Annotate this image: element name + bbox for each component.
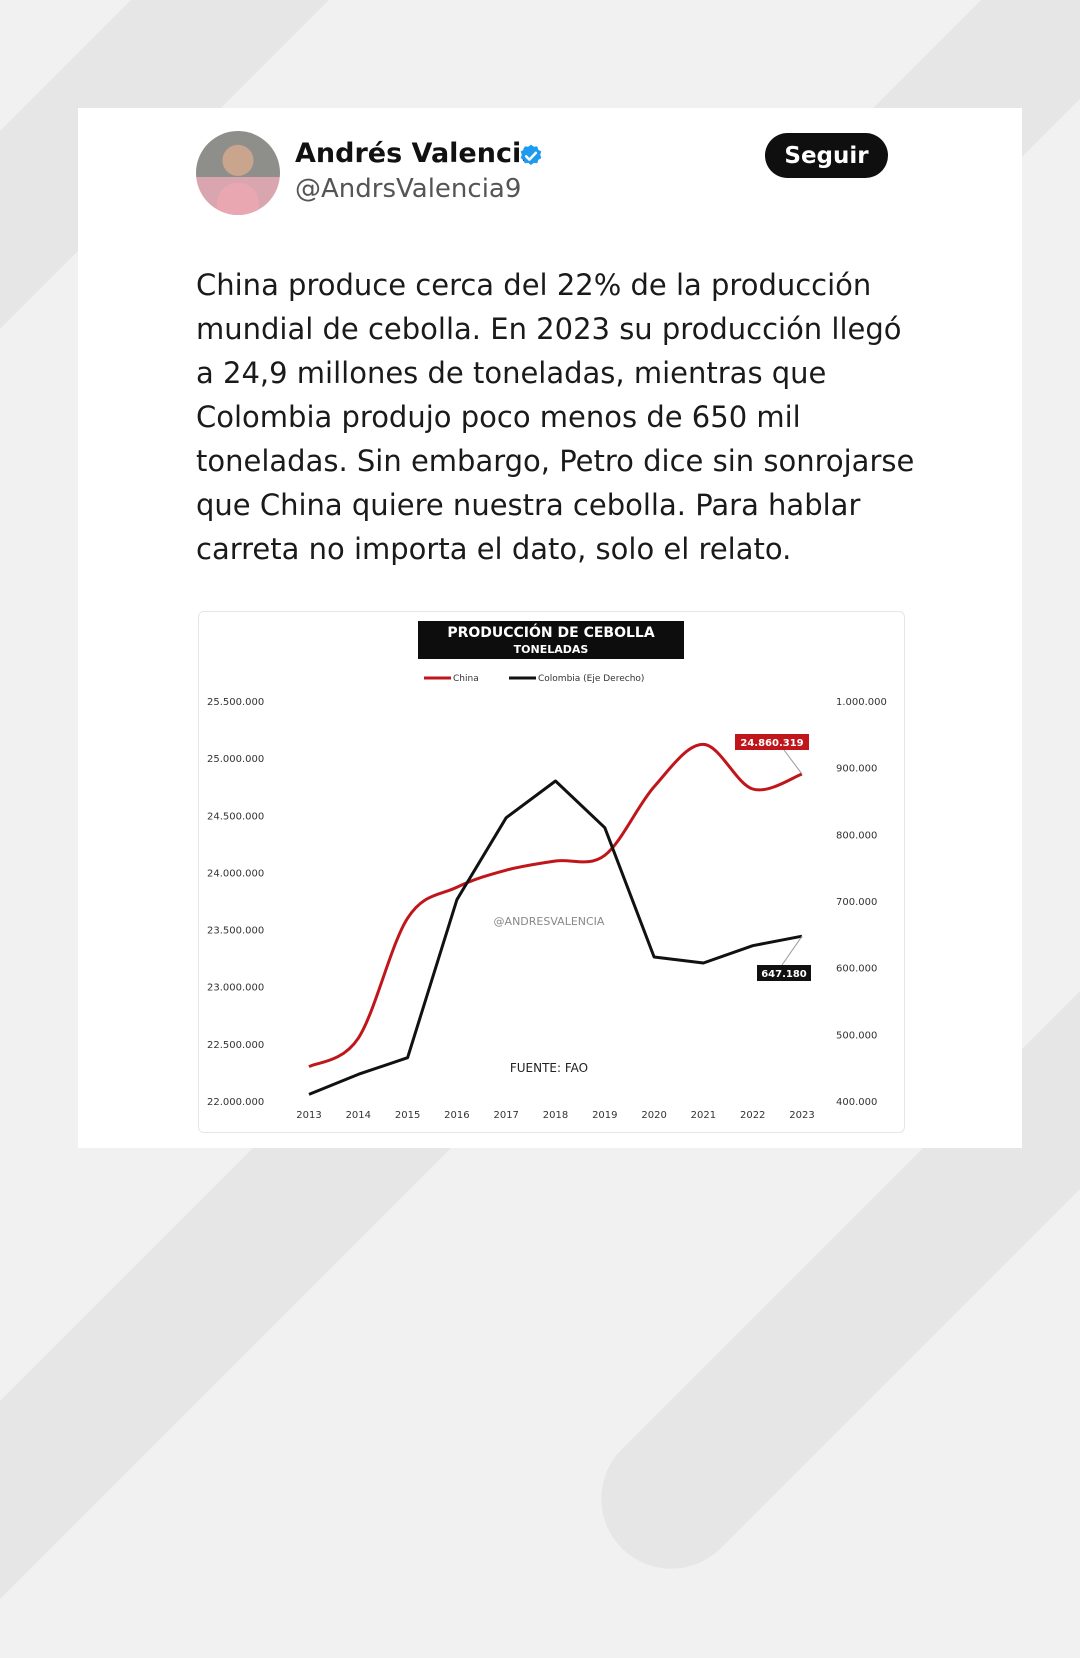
x-tick-label: 2022 xyxy=(740,1110,765,1121)
x-tick-label: 2017 xyxy=(493,1110,518,1121)
annotation-leader-colombia xyxy=(781,935,803,966)
onion-production-chart: PRODUCCIÓN DE CEBOLLA TONELADAS China Co… xyxy=(207,621,887,1121)
y-right-tick-label: 1.000.000 xyxy=(836,697,887,708)
follow-button[interactable]: Seguir xyxy=(765,133,888,178)
annotation-label-china: 24.860.319 xyxy=(740,738,803,749)
chart-image: PRODUCCIÓN DE CEBOLLA TONELADAS China Co… xyxy=(198,611,905,1133)
x-tick-label: 2019 xyxy=(592,1110,617,1121)
legend-china-label: China xyxy=(453,674,479,684)
y-left-tick-label: 25.500.000 xyxy=(207,697,264,708)
y-left-tick-label: 23.000.000 xyxy=(207,983,264,994)
annotation-box-china xyxy=(735,734,809,750)
y-left-tick-label: 22.500.000 xyxy=(207,1040,264,1051)
tweet-text: China produce cerca del 22% de la produc… xyxy=(196,268,915,566)
x-tick-label: 2016 xyxy=(444,1110,469,1121)
legend-colombia-label: Colombia (Eje Derecho) xyxy=(538,674,644,684)
chart-title: PRODUCCIÓN DE CEBOLLA xyxy=(447,623,654,641)
y-right-tick-label: 700.000 xyxy=(836,897,877,908)
author-name[interactable]: Andrés Valencia xyxy=(295,138,540,169)
x-tick-label: 2015 xyxy=(395,1110,420,1121)
chart-subtitle: TONELADAS xyxy=(514,643,589,656)
y-right-tick-label: 400.000 xyxy=(836,1097,877,1108)
y-left-tick-label: 24.000.000 xyxy=(207,868,264,879)
series-line-colombia xyxy=(308,779,803,1096)
x-tick-label: 2014 xyxy=(346,1110,371,1121)
x-tick-label: 2023 xyxy=(789,1110,814,1121)
annotation-box-colombia xyxy=(757,965,811,981)
chart-title-box xyxy=(418,621,684,659)
x-tick-label: 2018 xyxy=(543,1110,568,1121)
y-right-tick-label: 900.000 xyxy=(836,764,877,775)
x-tick-label: 2013 xyxy=(296,1110,321,1121)
y-right-tick-label: 600.000 xyxy=(836,964,877,975)
y-right-tick-label: 500.000 xyxy=(836,1030,877,1041)
x-tick-label: 2021 xyxy=(691,1110,716,1121)
annotation-label-colombia: 647.180 xyxy=(761,969,807,980)
verified-badge-icon xyxy=(520,144,542,165)
y-left-tick-label: 25.000.000 xyxy=(207,754,264,765)
series-line-china xyxy=(308,742,803,1069)
tweet-card: Andrés Valencia @AndrsValencia9 Seguir C… xyxy=(78,108,1022,1148)
annotation-leader-china xyxy=(783,749,803,775)
y-left-tick-label: 24.500.000 xyxy=(207,811,264,822)
author-handle[interactable]: @AndrsValencia9 xyxy=(295,174,522,204)
y-right-tick-label: 800.000 xyxy=(836,830,877,841)
chart-source: FUENTE: FAO xyxy=(510,1061,588,1075)
x-tick-label: 2020 xyxy=(641,1110,666,1121)
avatar[interactable] xyxy=(196,131,280,215)
chart-watermark: @ANDRESVALENCIA xyxy=(494,915,605,928)
y-left-tick-label: 22.000.000 xyxy=(207,1097,264,1108)
y-left-tick-label: 23.500.000 xyxy=(207,926,264,937)
